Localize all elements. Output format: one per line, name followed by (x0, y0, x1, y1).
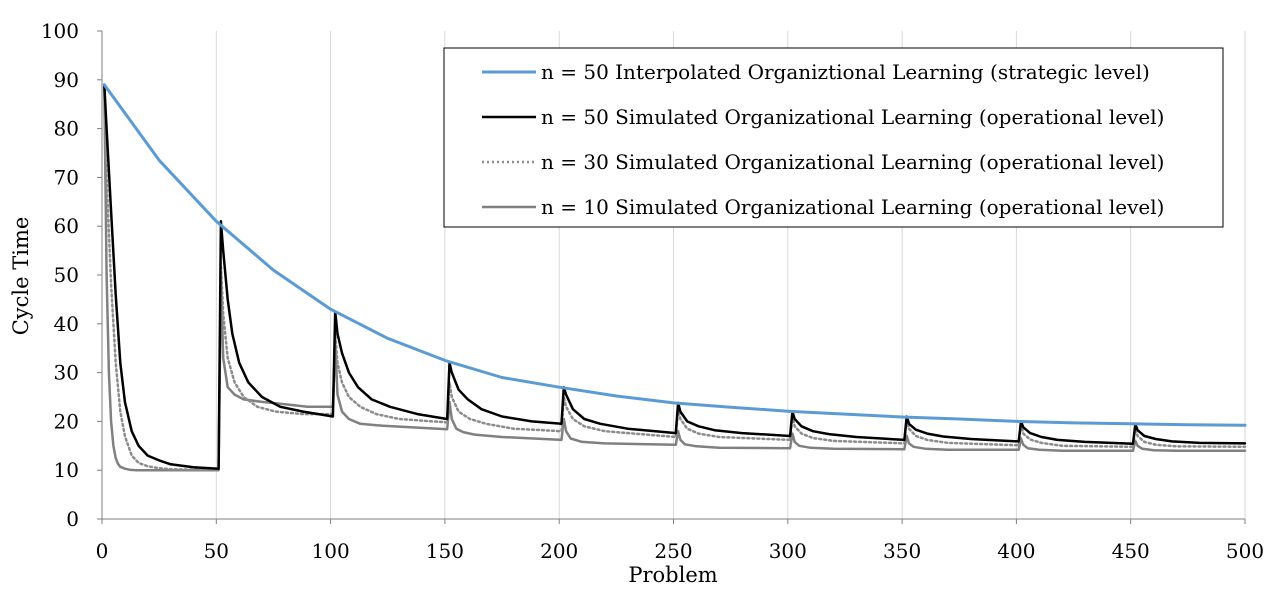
x-tick-label: 500 (1226, 539, 1264, 563)
legend-label: n = 10 Simulated Organizational Learning… (541, 195, 1164, 219)
x-tick-label: 300 (769, 539, 807, 563)
legend-label: n = 50 Simulated Organizational Learning… (541, 105, 1164, 129)
axes (97, 30, 1246, 524)
tick-labels: 0 50 100 150 200 250 300 350 400 450 500 0 10 20 30 40 5… (41, 19, 1264, 563)
legend-item-n30: n = 30 Simulated Organizational Learning… (482, 150, 1164, 174)
legend-item-interpolated: n = 50 Interpolated Organiztional Learni… (482, 60, 1150, 84)
x-tick-label: 0 (96, 539, 109, 563)
legend-box (443, 47, 1224, 228)
legend-item-n50: n = 50 Simulated Organizational Learning… (482, 105, 1164, 129)
series-lines (102, 83, 1247, 472)
y-tick-label: 60 (54, 214, 79, 238)
y-tick-label: 50 (54, 263, 79, 287)
x-tick-label: 200 (540, 539, 578, 563)
y-tick-label: 70 (54, 165, 79, 189)
x-tick-label: 50 (204, 539, 229, 563)
y-tick-label: 20 (54, 409, 79, 433)
y-tick-label: 90 (54, 68, 79, 92)
x-axis-title: Problem (628, 563, 717, 587)
y-tick-label: 80 (54, 117, 79, 141)
x-tick-label: 100 (312, 539, 350, 563)
legend-label: n = 50 Interpolated Organiztional Learni… (541, 60, 1150, 84)
series-line-interpolated (102, 83, 1247, 427)
series-line-n50 (103, 83, 1247, 470)
x-tick-label: 450 (1112, 539, 1150, 563)
x-tick-label: 150 (426, 539, 464, 563)
y-tick-label: 100 (41, 19, 79, 43)
x-tick-label: 350 (883, 539, 921, 563)
legend-label: n = 30 Simulated Organizational Learning… (541, 150, 1164, 174)
y-tick-label: 0 (66, 507, 79, 531)
y-tick-label: 40 (54, 312, 79, 336)
legend: n = 50 Interpolated Organiztional Learni… (443, 47, 1224, 228)
legend-item-n10: n = 10 Simulated Organizational Learning… (482, 195, 1164, 219)
x-tick-label: 400 (997, 539, 1035, 563)
y-tick-label: 30 (54, 361, 79, 385)
y-axis-title: Cycle Time (9, 217, 33, 336)
x-tick-label: 250 (654, 539, 692, 563)
legend-items: n = 50 Interpolated Organiztional Learni… (482, 60, 1164, 219)
y-tick-label: 10 (54, 458, 79, 482)
